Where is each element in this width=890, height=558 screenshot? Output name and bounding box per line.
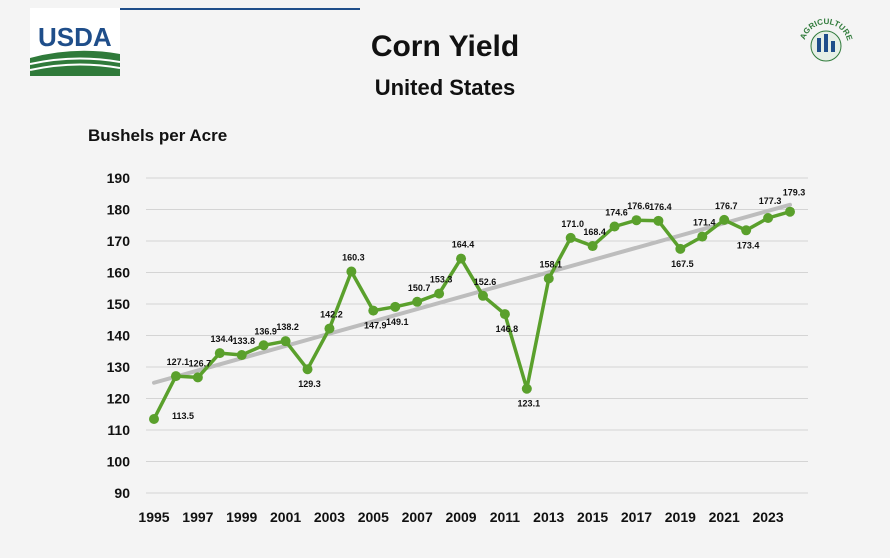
data-point — [631, 215, 642, 226]
data-point — [675, 243, 686, 254]
data-label: 146.8 — [496, 324, 519, 334]
x-tick-label: 2023 — [752, 509, 783, 525]
x-tick-label: 2011 — [490, 509, 521, 525]
x-tick-label: 2015 — [577, 509, 608, 525]
data-point — [719, 214, 730, 225]
y-tick-label: 130 — [107, 359, 131, 375]
data-point — [521, 383, 532, 394]
x-tick-label: 2021 — [709, 509, 740, 525]
y-tick-label: 170 — [107, 233, 131, 249]
data-point — [763, 213, 774, 224]
y-axis-label: Bushels per Acre — [88, 126, 228, 145]
data-point — [785, 206, 795, 217]
data-label: 138.2 — [276, 322, 299, 332]
data-label: 176.6 — [627, 201, 650, 211]
data-label: 173.4 — [737, 240, 760, 250]
y-tick-label: 150 — [107, 296, 131, 312]
data-point — [214, 348, 225, 359]
data-label: 164.4 — [452, 240, 475, 250]
x-tick-label: 2001 — [270, 509, 301, 525]
data-point — [543, 273, 554, 284]
data-point — [565, 232, 576, 243]
y-tick-label: 110 — [107, 422, 130, 438]
x-tick-label: 2007 — [402, 509, 433, 525]
data-point — [587, 241, 598, 252]
y-tick-label: 190 — [107, 170, 131, 186]
x-tick-label: 1999 — [226, 509, 257, 525]
data-label: 127.1 — [167, 357, 190, 367]
y-tick-label: 160 — [107, 265, 131, 281]
data-label: 171.0 — [561, 219, 584, 229]
data-label: 168.4 — [583, 227, 606, 237]
data-label: 171.4 — [693, 218, 716, 228]
data-point — [346, 266, 357, 277]
data-label: 113.5 — [172, 411, 194, 421]
data-label: 126.7 — [189, 358, 212, 368]
data-point — [697, 231, 708, 242]
data-point — [368, 305, 379, 316]
data-point — [236, 350, 247, 361]
data-point — [192, 372, 203, 383]
data-point — [258, 340, 269, 351]
x-tick-label: 1997 — [182, 509, 213, 525]
y-tick-label: 140 — [107, 328, 131, 344]
data-point — [302, 364, 313, 375]
data-point — [149, 413, 159, 424]
data-label: 147.9 — [364, 321, 387, 331]
data-point — [324, 323, 335, 334]
data-label: 176.7 — [715, 201, 738, 211]
data-label: 167.5 — [671, 259, 694, 269]
x-tick-label: 2003 — [314, 509, 345, 525]
data-label: 153.3 — [430, 275, 453, 285]
data-point — [412, 296, 423, 307]
data-label: 133.8 — [232, 336, 255, 346]
data-point — [609, 221, 620, 232]
chart-subtitle: United States — [374, 75, 516, 100]
chart-title: Corn Yield — [370, 30, 520, 63]
data-label: 176.4 — [649, 202, 672, 212]
agriculture-counts-seal: AGRICULTURE COUNTS — [796, 14, 855, 62]
data-label: 150.7 — [408, 283, 431, 293]
data-label: 123.1 — [518, 399, 541, 409]
x-tick-label: 2005 — [358, 509, 389, 525]
data-label: 160.3 — [342, 253, 365, 263]
data-label: 129.3 — [298, 379, 321, 389]
data-point — [456, 253, 467, 264]
x-tick-label: 1995 — [138, 509, 169, 525]
x-tick-label: 2013 — [533, 509, 564, 525]
data-point — [434, 288, 445, 299]
data-point — [390, 301, 401, 312]
data-label: 158.1 — [539, 259, 562, 269]
y-tick-label: 180 — [107, 202, 131, 218]
data-point — [477, 290, 488, 301]
data-point — [280, 336, 291, 347]
data-label: 136.9 — [254, 326, 277, 336]
y-tick-label: 120 — [107, 391, 131, 407]
y-tick-label: 90 — [114, 485, 130, 501]
data-label: 179.3 — [783, 188, 806, 198]
x-tick-label: 2019 — [665, 509, 696, 525]
usda-logo-text: USDA — [38, 22, 112, 52]
data-label: 174.6 — [605, 208, 628, 218]
data-point — [653, 215, 664, 226]
data-label: 134.4 — [211, 334, 234, 344]
data-label: 142.2 — [320, 310, 343, 320]
header-rule — [120, 8, 360, 10]
data-label: 152.6 — [474, 277, 497, 287]
x-tick-label: 2009 — [445, 509, 476, 525]
x-tick-label: 2017 — [621, 509, 652, 525]
y-tick-label: 100 — [107, 454, 131, 470]
data-point — [741, 225, 752, 236]
data-label: 177.3 — [759, 196, 782, 206]
trend-line — [152, 202, 792, 385]
data-point — [170, 371, 181, 382]
usda-logo: USDA — [30, 8, 120, 76]
data-label: 149.1 — [386, 317, 409, 327]
data-point — [499, 309, 510, 320]
